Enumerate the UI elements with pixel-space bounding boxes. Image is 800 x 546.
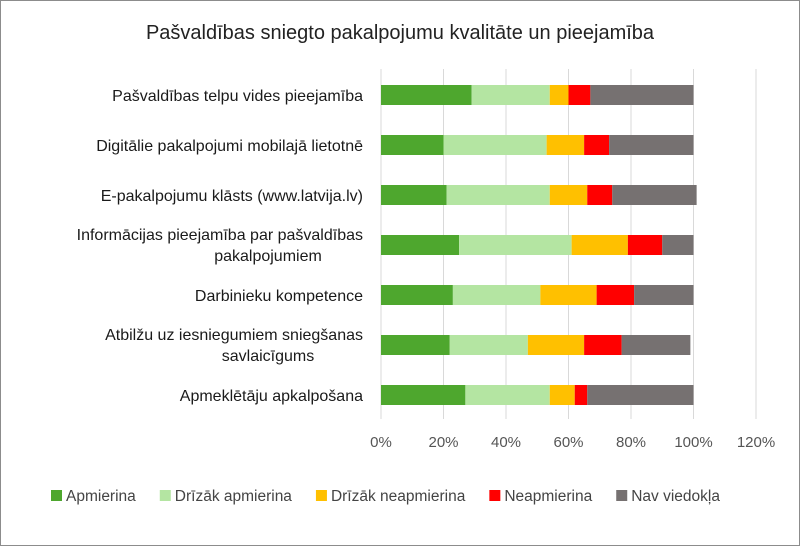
bar-segment-apmierina xyxy=(381,335,450,355)
category-label: Atbilžu uz iesniegumiem sniegšanas savlai… xyxy=(105,327,363,365)
bar-segment-dr-z-k-neapmierina xyxy=(540,285,597,305)
x-axis-tick-labels: 0% 20% 40% 60% 80% 100% 120% xyxy=(370,434,775,451)
legend-swatch xyxy=(159,490,171,501)
category-label: Pašvaldības telpu vides pieejamība xyxy=(112,88,363,105)
legend-swatch xyxy=(489,490,501,501)
x-tick-label: 120% xyxy=(737,434,775,451)
x-tick-label: 0% xyxy=(370,434,392,451)
legend-label: Nav viedokļa xyxy=(631,488,720,505)
bar-segment-dr-z-k-neapmierina xyxy=(527,335,585,355)
x-tick-label: 80% xyxy=(616,434,646,451)
chart-title: Pašvaldības sniegto pakalpojumu kvalitāt… xyxy=(146,22,655,44)
bar-segment-nav-viedok-a xyxy=(612,185,697,205)
bar-segment-dr-z-k-neapmierina xyxy=(549,85,569,105)
category-label-line: savlaicīgums xyxy=(222,348,314,365)
x-tick-label: 60% xyxy=(553,434,583,451)
bar-segment-dr-z-k-neapmierina xyxy=(546,135,585,155)
category-label: Digitālie pakalpojumi mobilajā lietotnē xyxy=(96,138,363,155)
bar-segment-dr-z-k-apmierina xyxy=(471,85,550,105)
legend: Apmierina Drīzāk apmierina Drīzāk neapmier… xyxy=(51,488,720,505)
bar-segment-apmierina xyxy=(381,135,444,155)
bar-segment-dr-z-k-apmierina xyxy=(459,235,572,255)
x-tick-label: 40% xyxy=(491,434,521,451)
category-label-line: Atbilžu uz iesniegumiem sniegšanas xyxy=(105,327,363,344)
category-label-line: pakalpojumiem xyxy=(214,248,322,265)
category-label-line: Informācijas pieejamība par pašvaldības xyxy=(77,227,363,244)
category-labels: Pašvaldības telpu vides pieejamība Digitā… xyxy=(77,88,363,405)
category-label: E-pakalpojumu klāsts (www.latvija.lv) xyxy=(101,188,363,205)
bar-segment-dr-z-k-apmierina xyxy=(449,335,528,355)
bar-segment-nav-viedok-a xyxy=(590,85,694,105)
legend-label: Drīzāk neapmierina xyxy=(331,488,466,505)
bar-segment-neapmierina xyxy=(627,235,663,255)
bar-segment-dr-z-k-neapmierina xyxy=(549,185,588,205)
bar-segment-dr-z-k-apmierina xyxy=(446,185,550,205)
bar-segment-apmierina xyxy=(381,235,460,255)
bar-segment-nav-viedok-a xyxy=(621,335,691,355)
bar-segment-nav-viedok-a xyxy=(609,135,694,155)
bar-segment-dr-z-k-neapmierina xyxy=(549,385,575,405)
x-tick-label: 20% xyxy=(428,434,458,451)
legend-label: Drīzāk apmierina xyxy=(175,488,293,505)
legend-label: Apmierina xyxy=(66,488,136,505)
bar-segment-dr-z-k-apmierina xyxy=(443,135,547,155)
legend-label: Neapmierina xyxy=(504,488,592,505)
bar-segment-neapmierina xyxy=(568,85,591,105)
bar-segment-nav-viedok-a xyxy=(587,385,694,405)
x-tick-label: 100% xyxy=(674,434,712,451)
bar-segment-dr-z-k-apmierina xyxy=(465,385,550,405)
bar-segment-apmierina xyxy=(381,185,447,205)
category-label: Apmeklētāju apkalpošana xyxy=(180,388,363,405)
bar-segment-apmierina xyxy=(381,85,472,105)
legend-swatch xyxy=(616,490,628,501)
bar-segment-neapmierina xyxy=(584,135,610,155)
category-label: Darbinieku kompetence xyxy=(195,288,363,305)
bar-segment-neapmierina xyxy=(574,385,588,405)
category-label: Informācijas pieejamība par pašvaldības p… xyxy=(77,227,363,265)
bars xyxy=(381,85,697,405)
bar-segment-neapmierina xyxy=(596,285,635,305)
bar-segment-apmierina xyxy=(381,385,466,405)
legend-swatch xyxy=(315,490,327,501)
bar-segment-nav-viedok-a xyxy=(634,285,694,305)
bar-segment-dr-z-k-neapmierina xyxy=(571,235,628,255)
legend-swatch xyxy=(51,490,62,501)
bar-segment-neapmierina xyxy=(584,335,622,355)
bar-segment-apmierina xyxy=(381,285,453,305)
bar-segment-dr-z-k-apmierina xyxy=(452,285,541,305)
bar-segment-neapmierina xyxy=(587,185,613,205)
bar-segment-nav-viedok-a xyxy=(662,235,694,255)
